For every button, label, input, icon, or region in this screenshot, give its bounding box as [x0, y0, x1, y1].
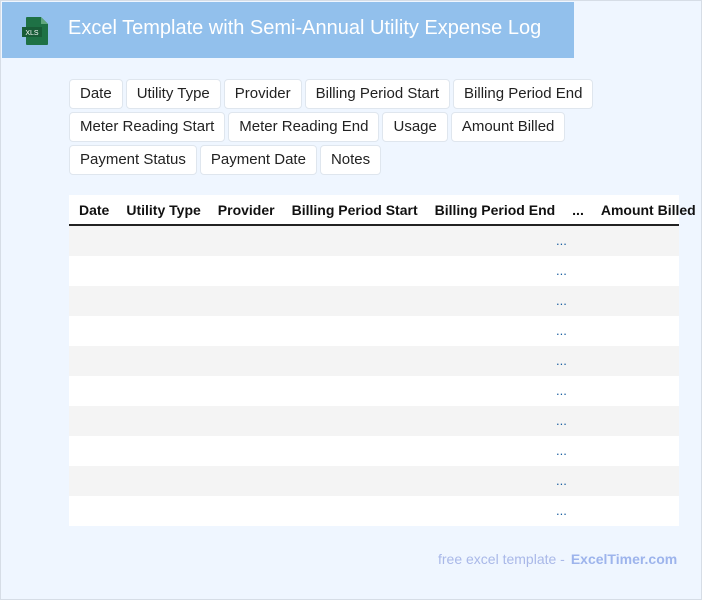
ellipsis-cell: ...	[556, 473, 567, 488]
ellipsis-cell: ...	[556, 293, 567, 308]
table-row: ...	[69, 226, 679, 256]
field-chip[interactable]: Meter Reading Start	[69, 112, 226, 142]
field-chip[interactable]: Billing Period Start	[304, 79, 451, 109]
table-row: ...	[69, 436, 679, 466]
footer: free excel template - ExcelTimer.com	[438, 551, 677, 567]
page-title: Excel Template with Semi-Annual Utility …	[68, 17, 542, 39]
table-row: ...	[69, 316, 679, 346]
field-chip[interactable]: Meter Reading End	[228, 112, 380, 142]
field-chip[interactable]: Date	[69, 79, 123, 109]
ellipsis-cell: ...	[556, 233, 567, 248]
field-chip[interactable]: Payment Date	[199, 145, 317, 175]
svg-text:XLS: XLS	[25, 30, 39, 37]
table-header: Date Utility Type Provider Billing Period S…	[69, 195, 696, 226]
column-header[interactable]: Date	[79, 201, 110, 218]
ellipsis-cell: ...	[556, 383, 567, 398]
table-row: ...	[69, 406, 679, 436]
brand-link[interactable]: ExcelTimer.com	[570, 551, 678, 567]
ellipsis-cell: ...	[556, 503, 567, 518]
footer-text: free excel template -	[438, 551, 565, 567]
ellipsis-cell: ...	[556, 443, 567, 458]
ellipsis-cell: ...	[556, 323, 567, 338]
column-header[interactable]: ...	[572, 201, 584, 218]
table-body: ..............................	[69, 226, 679, 526]
ellipsis-cell: ...	[556, 263, 567, 278]
table-row: ...	[69, 346, 679, 376]
ellipsis-cell: ...	[556, 413, 567, 428]
column-header[interactable]: Billing Period Start	[291, 201, 418, 218]
column-header[interactable]: Billing Period End	[434, 201, 556, 218]
table-row: ...	[69, 496, 679, 526]
field-chip[interactable]: Notes	[319, 145, 382, 175]
table-row: ...	[69, 286, 679, 316]
column-header[interactable]: Amount Billed	[600, 201, 696, 218]
title-banner: XLS Excel Template with Semi-Annual Util…	[2, 2, 574, 58]
data-table: Date Utility Type Provider Billing Period S…	[69, 195, 696, 526]
xls-file-icon: XLS	[22, 17, 48, 45]
table-row: ...	[69, 466, 679, 496]
field-chip[interactable]: Payment Status	[69, 145, 197, 175]
ellipsis-cell: ...	[556, 353, 567, 368]
column-header[interactable]: Utility Type	[126, 201, 201, 218]
table-row: ...	[69, 256, 679, 286]
field-chip[interactable]: Billing Period End	[453, 79, 594, 109]
field-chip[interactable]: Provider	[223, 79, 302, 109]
field-chip[interactable]: Usage	[382, 112, 448, 142]
column-header[interactable]: Provider	[217, 201, 275, 218]
field-chip[interactable]: Utility Type	[125, 79, 221, 109]
table-row: ...	[69, 376, 679, 406]
field-chips: Date Utility Type Provider Billing Period S…	[69, 79, 691, 175]
field-chip[interactable]: Amount Billed	[450, 112, 566, 142]
